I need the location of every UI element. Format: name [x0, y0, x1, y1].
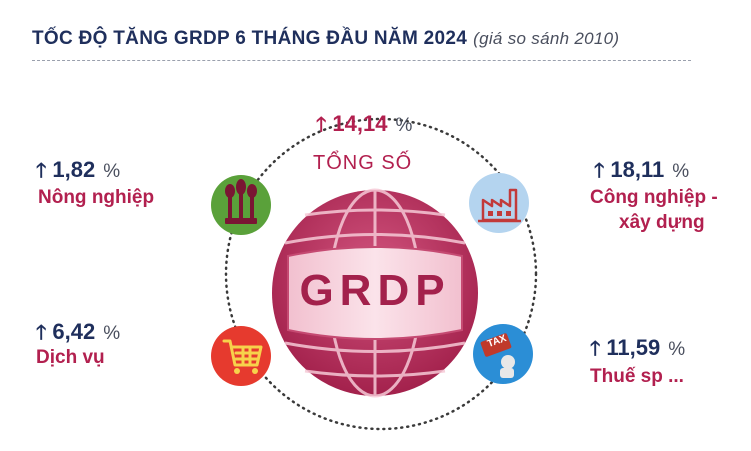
- tax-label: Thuế sp ...: [590, 366, 684, 387]
- title-subtitle: (giá so sánh 2010): [473, 29, 620, 48]
- title-text: TỐC ĐỘ TĂNG GRDP 6 THÁNG ĐẦU NĂM 2024: [32, 28, 468, 49]
- industry-label-line1: Công nghiệp -: [590, 187, 718, 208]
- agriculture-growth: 🡑 1,82%: [36, 156, 120, 190]
- up-arrow-icon: 🡑: [36, 160, 47, 182]
- shopping-cart-icon: [211, 326, 271, 386]
- page-title: TỐC ĐỘ TĂNG GRDP 6 THÁNG ĐẦU NĂM 2024 (gi…: [32, 28, 619, 50]
- up-arrow-icon: 🡑: [590, 338, 601, 360]
- orbit-ring: [224, 117, 538, 431]
- industry-value: 18,11: [610, 157, 665, 182]
- wheat-icon: [211, 175, 271, 235]
- tax-unit: %: [668, 339, 686, 360]
- grdp-text: GRDP: [299, 266, 451, 315]
- up-arrow-icon: 🡑: [36, 322, 47, 344]
- total-label: TỔNG SỐ: [313, 152, 413, 174]
- total-unit: %: [395, 115, 413, 136]
- agriculture-value: 1,82: [52, 157, 96, 182]
- up-arrow-icon: 🡑: [594, 160, 605, 182]
- title-divider: [32, 60, 691, 61]
- services-unit: %: [103, 323, 121, 344]
- factory-icon: [469, 173, 529, 233]
- industry-label-line2: xây dựng: [619, 212, 705, 233]
- services-growth: 🡑 6,42%: [36, 318, 120, 352]
- industry-unit: %: [672, 161, 690, 182]
- tax-growth: 🡑 11,59%: [590, 334, 685, 368]
- tax-icon: [473, 324, 533, 384]
- services-value: 6,42: [52, 319, 96, 344]
- industry-growth: 🡑 18,11%: [594, 156, 689, 190]
- total-growth: 🡑 14,14%: [316, 110, 412, 144]
- grdp-banner: [287, 246, 463, 340]
- services-label: Dịch vụ: [36, 347, 105, 368]
- up-arrow-icon: 🡑: [316, 114, 327, 136]
- total-value: 14,14: [332, 111, 388, 136]
- agriculture-unit: %: [103, 161, 121, 182]
- agriculture-label: Nông nghiệp: [38, 187, 155, 208]
- tax-value: 11,59: [606, 335, 661, 360]
